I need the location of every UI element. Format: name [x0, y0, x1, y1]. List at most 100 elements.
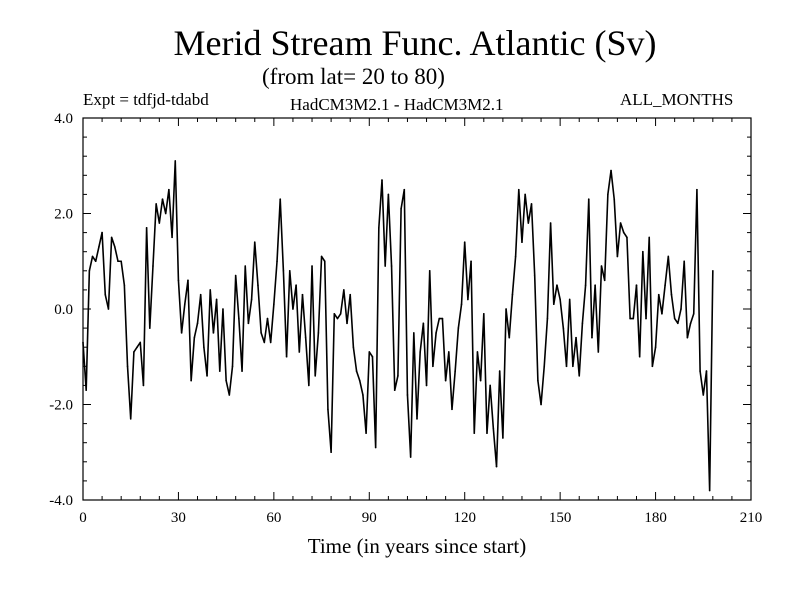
data-point	[336, 317, 339, 320]
data-point	[454, 370, 456, 372]
series-line	[82, 160, 714, 492]
data-point	[712, 270, 714, 272]
data-point	[470, 260, 472, 263]
data-point	[505, 308, 507, 310]
data-point	[629, 317, 631, 320]
data-point	[502, 437, 504, 439]
season-label: ALL_MONTHS	[620, 90, 734, 109]
data-point	[393, 389, 396, 391]
data-point	[479, 379, 482, 382]
data-point	[613, 198, 616, 200]
x-tick-label: 150	[549, 510, 572, 526]
data-point	[384, 265, 386, 267]
data-point	[632, 317, 635, 320]
x-tick-label: 180	[644, 510, 667, 526]
data-point	[667, 255, 670, 258]
data-point	[269, 341, 272, 344]
model-comparison-label: HadCM3M2.1 - HadCM3M2.1	[290, 95, 504, 114]
data-point	[231, 365, 234, 368]
data-point	[476, 351, 479, 353]
data-point	[288, 270, 291, 272]
data-point	[253, 241, 256, 243]
data-point	[441, 317, 444, 320]
data-point	[152, 265, 154, 267]
data-point	[183, 303, 186, 306]
data-point	[222, 308, 224, 310]
data-point	[314, 375, 317, 377]
data-point	[91, 255, 94, 258]
data-point	[683, 260, 685, 263]
data-point	[616, 255, 619, 258]
data-point	[578, 375, 581, 377]
data-point	[489, 384, 491, 387]
data-point	[664, 284, 666, 286]
data-point	[546, 317, 549, 320]
data-point	[247, 322, 250, 325]
x-tick-label: 210	[740, 510, 763, 526]
data-point	[368, 351, 371, 353]
data-point	[142, 384, 145, 387]
data-point	[543, 365, 546, 368]
data-point	[193, 336, 196, 339]
data-point	[139, 341, 142, 344]
data-point	[238, 317, 240, 320]
data-point	[311, 265, 313, 267]
data-point	[381, 179, 383, 181]
data-point	[343, 289, 345, 291]
data-point	[308, 384, 310, 387]
data-point	[158, 222, 161, 224]
data-point	[365, 432, 367, 434]
data-point	[285, 355, 288, 358]
data-point	[581, 322, 584, 325]
data-point	[432, 365, 434, 368]
data-point	[358, 379, 361, 382]
x-tick-label: 0	[79, 510, 87, 526]
data-point	[133, 351, 135, 353]
data-point	[584, 284, 587, 286]
data-point	[403, 188, 406, 191]
data-point	[699, 370, 701, 372]
x-tick-label: 60	[266, 510, 281, 526]
data-point	[85, 389, 87, 391]
data-point	[517, 188, 520, 191]
data-point	[168, 188, 170, 191]
data-point	[549, 222, 552, 224]
data-point	[514, 255, 517, 258]
y-tick-label: -4.0	[49, 493, 73, 509]
data-point	[177, 279, 180, 282]
data-point	[483, 312, 485, 315]
data-point	[88, 270, 91, 272]
data-point	[323, 260, 326, 263]
axis-tick-labels: 0 30 60 90 120 150 180 210 4.0 2.0 0.0 -2.0 -4.0	[49, 111, 762, 526]
data-point	[279, 198, 282, 200]
data-point	[161, 198, 164, 200]
data-point	[371, 355, 374, 358]
data-point	[686, 336, 689, 339]
data-point	[657, 293, 660, 296]
data-point	[164, 212, 167, 215]
data-point	[556, 284, 558, 286]
data-point	[346, 322, 348, 325]
data-point	[117, 260, 119, 263]
data-point	[209, 289, 212, 291]
data-point	[374, 446, 377, 449]
data-point	[467, 298, 469, 301]
data-point	[400, 207, 402, 210]
data-point	[508, 336, 511, 339]
data-point	[190, 379, 192, 382]
data-point	[301, 293, 304, 296]
data-point	[352, 346, 355, 349]
x-axis-title: Time (in years since start)	[308, 534, 527, 558]
data-point	[282, 270, 285, 272]
data-point	[94, 260, 97, 263]
data-point	[333, 312, 336, 315]
data-point	[677, 322, 679, 325]
data-point	[565, 365, 568, 368]
data-point	[486, 432, 488, 434]
data-point	[654, 346, 657, 349]
data-point	[413, 332, 415, 334]
data-point	[635, 284, 638, 286]
data-point	[234, 274, 237, 277]
data-point	[266, 317, 269, 320]
